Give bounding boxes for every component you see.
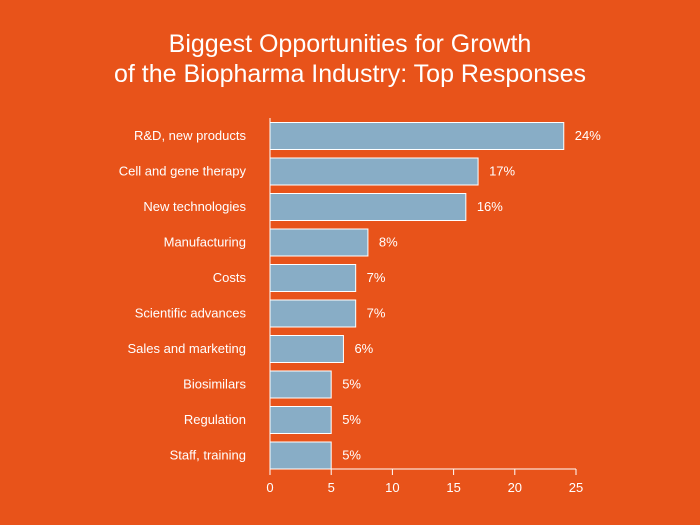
value-label: 5% [342,377,361,392]
value-label: 7% [367,270,386,285]
bar [269,264,357,292]
category-label: Biosimilars [183,377,246,392]
category-label: Cell and gene therapy [119,164,247,179]
bars-group: R&D, new products 24% Cell and gene therap… [119,122,601,470]
value-label: 5% [342,412,361,427]
x-axis: 0 5 10 15 20 25 [266,118,583,495]
x-tick-label: 0 [266,480,273,495]
category-label: Regulation [184,412,246,427]
category-label: Manufacturing [164,235,246,250]
chart-title-line-1: Biggest Opportunities for Growth [169,30,532,58]
category-label: Sales and marketing [127,341,246,356]
value-label: 8% [379,235,398,250]
category-label: Staff, training [170,448,246,463]
x-tick-label: 25 [569,480,583,495]
value-label: 7% [367,306,386,321]
bar [269,299,357,328]
x-tick-label: 10 [385,480,399,495]
chart-title-line-2: of the Biopharma Industry: Top Responses [114,60,586,88]
bar [269,441,332,470]
bar [269,193,467,221]
category-label: Scientific advances [135,306,247,321]
value-label: 16% [477,199,503,214]
bar [269,335,344,363]
value-label: 24% [575,128,601,143]
value-label: 17% [489,164,515,179]
bar [269,157,479,186]
category-label: New technologies [143,199,246,214]
value-label: 6% [354,341,373,356]
category-label: R&D, new products [134,128,246,143]
bar [269,228,369,257]
category-label: Costs [213,270,247,285]
value-label: 5% [342,448,361,463]
bar [269,370,332,399]
x-tick-label: 20 [508,480,522,495]
bar [269,406,332,434]
x-tick-label: 15 [446,480,460,495]
x-tick-label: 5 [328,480,335,495]
bar [269,122,565,150]
